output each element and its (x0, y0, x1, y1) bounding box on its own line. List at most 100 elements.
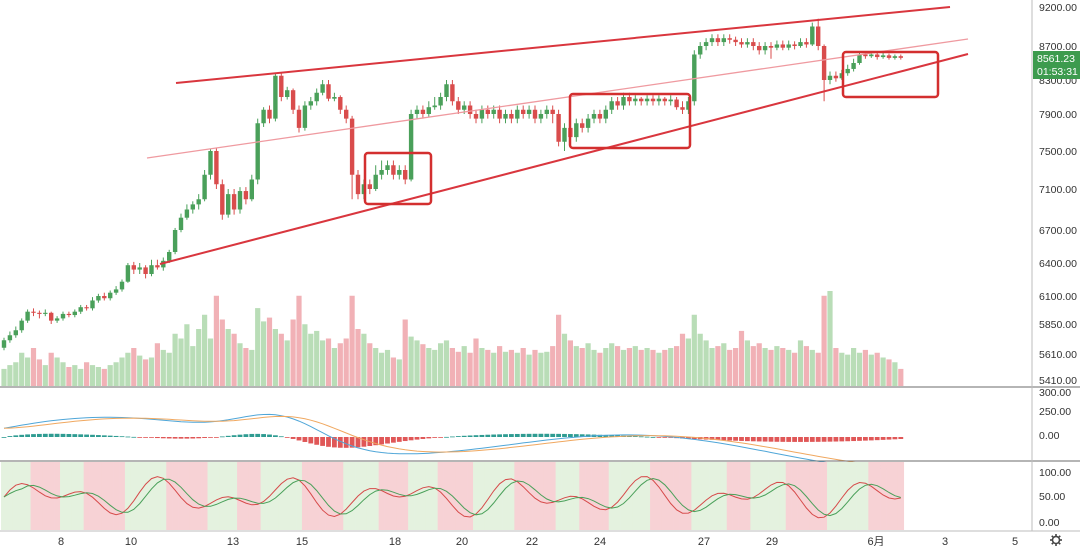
stochastic-zone (419, 462, 427, 530)
stochastic-zone (366, 462, 374, 530)
macd-histogram-bar (408, 437, 414, 441)
volume-bar (196, 329, 202, 386)
macd-histogram-bar (638, 436, 644, 438)
macd-histogram-bar (768, 437, 774, 442)
volume-bar (656, 352, 662, 386)
stochastic-zone (372, 462, 379, 530)
volume-bar (467, 352, 473, 386)
macd-histogram-bar (184, 437, 190, 439)
volume-bar (691, 314, 697, 386)
macd-histogram-bar (485, 434, 491, 437)
stochastic-zone (762, 462, 769, 530)
candle-body (1, 340, 7, 348)
candle-body (715, 38, 721, 43)
macd-histogram-bar (538, 433, 544, 437)
candle-body (639, 98, 644, 102)
stochastic-zone (201, 462, 208, 530)
time-tick-label: 10 (125, 536, 137, 546)
macd-histogram-bar (190, 437, 196, 439)
candle-body (863, 54, 868, 57)
candle-body (273, 75, 278, 119)
candle-body (113, 289, 119, 293)
candle-body (497, 109, 502, 119)
candle-body (467, 105, 473, 114)
volume-bar (833, 348, 839, 386)
volume-bar (255, 308, 261, 386)
stochastic-zone (225, 462, 232, 530)
volume-bar (302, 324, 308, 386)
candle-body (37, 312, 42, 314)
stochastic-zone (231, 462, 238, 530)
candle-body (462, 105, 467, 110)
stochastic-zone (650, 462, 657, 530)
signal-line (3, 415, 901, 468)
volume-bar (361, 333, 367, 386)
volume-bar (331, 348, 337, 386)
macd-histogram-bar (780, 437, 786, 442)
macd-histogram-bar (131, 436, 137, 438)
stochastic-zone (809, 462, 816, 530)
candle-body (768, 46, 774, 48)
stochastic-zone (821, 462, 828, 530)
stochastic-zone (827, 462, 834, 530)
stochastic-zone (591, 462, 598, 530)
stochastic-zone (526, 462, 533, 530)
volume-bar (851, 348, 857, 386)
stochastic-zone (679, 462, 686, 530)
macd-histogram-bar (37, 433, 42, 437)
macd-histogram-bar (219, 436, 225, 438)
candle-body (674, 99, 679, 108)
stochastic-tick-label: 0.00 (1039, 517, 1060, 529)
stochastic-zone (626, 462, 633, 530)
macd-histogram-bar (261, 434, 266, 437)
volume-bar (249, 349, 255, 386)
volume-bar (780, 348, 786, 386)
stochastic-zone (284, 462, 291, 530)
candle-body (355, 174, 361, 195)
candle-body (285, 90, 290, 97)
candle-body (709, 38, 715, 43)
stochastic-zone (278, 462, 285, 530)
time-tick-label: 3 (942, 536, 948, 546)
price-tick-label: 5850.00 (1039, 319, 1077, 331)
macd-histogram-bar (208, 437, 213, 438)
candle-body (208, 151, 213, 175)
macd-histogram-bar (644, 436, 650, 438)
volume-bar (125, 352, 131, 386)
macd-histogram-bar (314, 437, 320, 445)
macd-histogram-bar (762, 437, 768, 442)
candle-body (172, 230, 178, 252)
stochastic-zone (832, 462, 840, 530)
stochastic-zone (614, 462, 621, 530)
macd-histogram-bar (479, 434, 485, 437)
candle-body (574, 123, 579, 138)
candles (1, 18, 903, 351)
macd-histogram-bar (214, 437, 219, 438)
macd-histogram-bar (19, 434, 25, 437)
volume-bar (119, 357, 125, 386)
gear-icon[interactable] (1050, 534, 1062, 546)
macd-histogram-bar (391, 437, 396, 443)
macd-histogram-bar (349, 437, 355, 448)
macd-histogram-bar (821, 437, 827, 442)
candle-body (544, 109, 549, 114)
macd-tick-label: 300.00 (1039, 387, 1071, 399)
candle-body (119, 281, 125, 290)
candle-body (580, 123, 585, 128)
candle-body (473, 114, 479, 119)
volume-bar (343, 338, 349, 386)
candle-body (149, 265, 154, 274)
countdown-label: 01:53:31 (1037, 66, 1078, 78)
stochastic-zone (797, 462, 804, 530)
last-price-tag (1033, 51, 1080, 79)
volume-bar (839, 352, 845, 386)
candle-body (249, 179, 254, 200)
candle-body (125, 265, 131, 282)
macd-histogram-bar (827, 437, 833, 442)
candle-body (644, 98, 650, 102)
candle-body (25, 311, 30, 321)
candle-body (408, 114, 414, 180)
volume-bar (880, 357, 886, 386)
time-tick-label: 5 (1012, 536, 1018, 546)
stochastic-zone (166, 462, 173, 530)
